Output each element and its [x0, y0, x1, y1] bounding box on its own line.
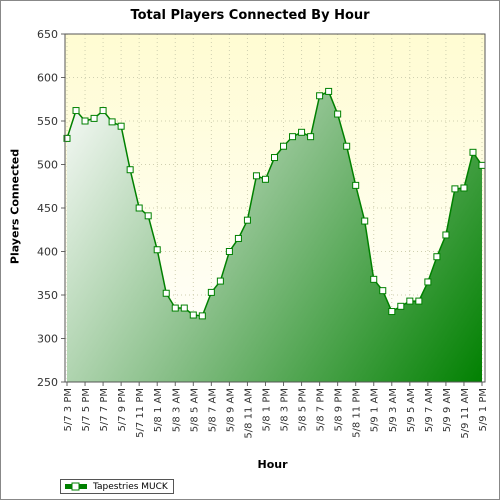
axes: 250 300 350 400 450 500 550 600 650 5/7 3 PM 5/7 5… — [37, 28, 489, 439]
plot-border — [64, 33, 486, 383]
legend-label: Tapestries MUCK — [93, 481, 168, 492]
x-tick-label: 5/8 11 PM — [352, 388, 363, 438]
data-point — [90, 114, 98, 122]
data-point — [171, 304, 179, 312]
data-point — [153, 246, 161, 254]
data-point — [99, 107, 107, 115]
x-tick-label: 5/8 1 PM — [261, 388, 272, 431]
y-tick-label: 450 — [37, 202, 58, 215]
data-point — [307, 133, 315, 141]
legend-swatch-icon — [65, 482, 87, 491]
x-tick-label: 5/8 5 AM — [189, 388, 200, 432]
data-point — [289, 133, 297, 141]
data-point — [126, 166, 134, 174]
data-point — [370, 275, 378, 283]
x-tick-label: 5/7 3 PM — [63, 388, 74, 431]
data-point — [397, 302, 405, 310]
x-tick-label: 5/8 5 PM — [298, 388, 309, 431]
y-tick-label: 250 — [37, 376, 58, 389]
y-axis-title: Players Connected — [8, 148, 22, 265]
y-tick-label: 400 — [37, 246, 58, 259]
data-point — [261, 175, 269, 183]
data-point — [460, 184, 468, 192]
data-point — [81, 117, 89, 125]
y-tick-label: 500 — [37, 159, 58, 172]
x-tick-label: 5/9 1 PM — [478, 388, 489, 431]
x-tick-label: 5/9 9 AM — [442, 388, 453, 432]
data-point — [135, 204, 143, 212]
chart-title: Total Players Connected By Hour — [130, 8, 370, 23]
data-point — [433, 253, 441, 261]
x-tick-label: 5/9 1 AM — [370, 388, 381, 432]
x-axis-title: Hour — [257, 458, 288, 471]
y-tick-label: 600 — [37, 72, 58, 85]
data-point — [379, 287, 387, 295]
data-point — [469, 148, 477, 156]
data-point — [117, 122, 125, 130]
series-area — [67, 91, 482, 383]
x-tick-label: 5/8 9 AM — [225, 388, 236, 432]
data-point — [63, 134, 71, 142]
data-point — [198, 312, 206, 320]
data-point — [252, 172, 260, 180]
x-tick-label: 5/8 9 PM — [334, 388, 345, 431]
data-point — [478, 161, 486, 169]
data-point — [216, 277, 224, 285]
x-tick-label: 5/9 5 AM — [406, 388, 417, 432]
x-tick-label: 5/7 7 PM — [99, 388, 110, 431]
data-point — [334, 110, 342, 118]
data-point — [243, 216, 251, 224]
series-layer — [63, 87, 486, 383]
x-tick-label: 5/9 7 AM — [424, 388, 435, 432]
data-point — [352, 181, 360, 189]
data-point — [207, 288, 215, 296]
data-point — [316, 92, 324, 100]
data-point — [189, 311, 197, 319]
data-point — [271, 154, 278, 162]
data-point — [280, 142, 288, 150]
x-tick-label: 5/8 11 AM — [243, 388, 254, 439]
data-point — [225, 248, 233, 255]
x-tick-label: 5/9 3 AM — [388, 388, 399, 432]
data-point — [180, 304, 188, 312]
x-tick-label: 5/7 11 PM — [135, 388, 146, 438]
data-point — [451, 185, 459, 193]
data-point — [108, 118, 116, 126]
data-point — [325, 87, 333, 95]
x-tick-label: 5/9 11 AM — [460, 388, 471, 439]
data-point — [361, 217, 369, 225]
data-point — [406, 297, 414, 305]
x-tick-label: 5/8 1 AM — [153, 388, 164, 432]
data-point — [442, 231, 450, 239]
y-tick-label: 300 — [37, 333, 58, 346]
x-tick-label: 5/8 3 PM — [280, 388, 291, 431]
y-tick-label: 550 — [37, 115, 58, 128]
data-point — [234, 234, 242, 242]
data-point — [144, 212, 152, 220]
data-point — [388, 308, 396, 316]
x-tick-label: 5/8 3 AM — [171, 388, 182, 432]
y-tick-label: 650 — [37, 28, 58, 41]
data-point — [415, 297, 423, 305]
data-point — [72, 107, 80, 115]
x-tick-label: 5/7 9 PM — [117, 388, 128, 431]
data-point — [162, 289, 170, 297]
y-tick-label: 350 — [37, 289, 58, 302]
legend: Tapestries MUCK — [60, 479, 174, 494]
x-tick-label: 5/8 7 PM — [316, 388, 327, 431]
data-point — [424, 278, 432, 286]
x-tick-label: 5/7 5 PM — [81, 388, 92, 431]
data-point — [298, 128, 306, 136]
data-point — [343, 142, 351, 150]
x-tick-label: 5/8 7 AM — [207, 388, 218, 432]
